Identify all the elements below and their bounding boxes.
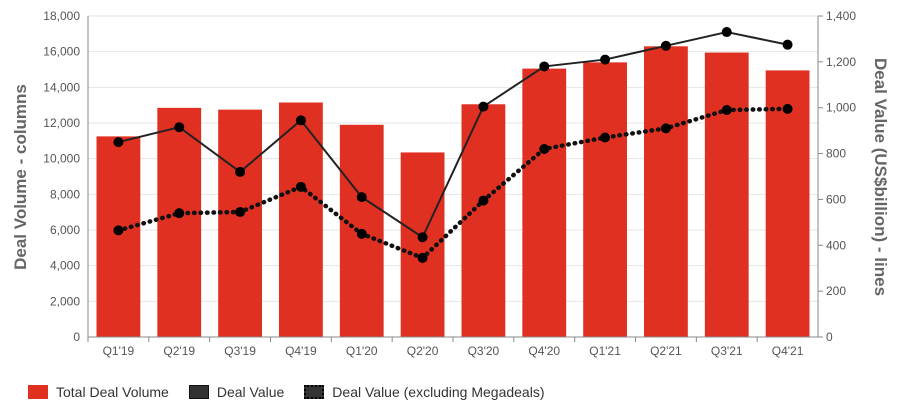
deal-value-point[interactable] xyxy=(721,27,732,38)
y2-tick-label: 1,400 xyxy=(826,9,856,23)
x-tick-label: Q2'21 xyxy=(650,344,682,358)
y2-tick-label: 800 xyxy=(826,147,846,161)
legend-swatch-line xyxy=(188,385,209,399)
y2-axis-title: Deal Value (US$billion) - lines xyxy=(871,58,890,296)
y2-tick-label: 1,200 xyxy=(826,55,856,69)
x-tick-label: Q3'21 xyxy=(711,344,743,358)
x-tick-label: Q2'19 xyxy=(163,344,195,358)
left-axis-ticks: 0 2,000 4,000 6,000 8,000 10,000 12,000 14,000 1… xyxy=(43,9,80,344)
bar[interactable] xyxy=(157,107,202,337)
deal-value-point[interactable] xyxy=(174,122,185,133)
x-tick-label: Q4'20 xyxy=(528,344,560,358)
y2-tick-label: 200 xyxy=(826,284,846,298)
y-tick-label: 10,000 xyxy=(43,152,80,166)
x-tick-label: Q3'20 xyxy=(468,344,500,358)
deal-value-ex-megadeals-point[interactable] xyxy=(174,208,185,219)
bar[interactable] xyxy=(765,70,810,338)
deal-value-ex-megadeals-point[interactable] xyxy=(417,252,428,263)
x-tick-label: Q3'19 xyxy=(224,344,256,358)
y-tick-label: 12,000 xyxy=(43,116,80,130)
deal-value-ex-megadeals-point[interactable] xyxy=(235,207,246,218)
deal-value-ex-megadeals-point[interactable] xyxy=(539,143,550,154)
x-tick-label: Q1'19 xyxy=(103,344,135,358)
deal-value-ex-megadeals-point[interactable] xyxy=(478,195,489,206)
y2-tick-label: 400 xyxy=(826,238,846,252)
bar[interactable] xyxy=(522,68,567,337)
deal-value-point[interactable] xyxy=(295,115,306,126)
deal-value-ex-megadeals-point[interactable] xyxy=(356,228,367,239)
y-tick-label: 8,000 xyxy=(50,187,80,201)
deal-value-line[interactable] xyxy=(118,31,788,239)
x-tick-label: Q2'20 xyxy=(407,344,439,358)
legend-item-volume[interactable]: Total Deal Volume xyxy=(28,384,169,400)
right-axis-ticks: 0 200 400 600 800 1,000 1,200 1,400 xyxy=(818,9,856,344)
x-tick-label: Q4'19 xyxy=(285,344,317,358)
legend-label-volume: Total Deal Volume xyxy=(56,384,169,400)
y-tick-label: 14,000 xyxy=(43,80,80,94)
y-tick-label: 16,000 xyxy=(43,45,80,59)
deal-value-point[interactable] xyxy=(539,61,550,72)
chart: 0 2,000 4,000 6,000 8,000 10,000 12,000 14,000 1… xyxy=(11,9,890,358)
y2-tick-label: 600 xyxy=(826,192,846,206)
bar[interactable] xyxy=(96,136,141,337)
deal-value-point[interactable] xyxy=(478,101,489,112)
deal-value-ex-megadeals-point[interactable] xyxy=(721,105,732,116)
deal-value-ex-megadeals-point[interactable] xyxy=(660,123,671,134)
bar-series xyxy=(96,46,810,338)
deal-value-ex-megadeals-point[interactable] xyxy=(295,181,306,192)
deal-value-point[interactable] xyxy=(782,39,793,50)
deal-value-ex-megadeals-point[interactable] xyxy=(600,132,611,143)
y-tick-label: 2,000 xyxy=(50,294,80,308)
y-axis-title: Deal Volume - columns xyxy=(11,84,30,270)
bar[interactable] xyxy=(279,102,323,337)
x-axis-ticks: Q1'19 Q2'19 Q3'19 Q4'19 Q1'20 Q2'20 Q3'20 Q4'20… xyxy=(87,337,804,358)
bar[interactable] xyxy=(218,109,262,337)
legend-item-value-ex-megadeals[interactable]: Deal Value (excluding Megadeals) xyxy=(304,384,545,400)
y-tick-label: 6,000 xyxy=(50,223,80,237)
deal-value-point[interactable] xyxy=(356,192,367,203)
line-series xyxy=(113,27,793,263)
deal-value-point[interactable] xyxy=(417,232,428,243)
deal-value-point[interactable] xyxy=(113,137,124,148)
x-tick-label: Q4'21 xyxy=(772,344,804,358)
y2-tick-label: 0 xyxy=(826,330,833,344)
legend-label-value-ex-megadeals: Deal Value (excluding Megadeals) xyxy=(332,384,545,400)
bar[interactable] xyxy=(583,62,627,337)
legend: Total Deal Volume Deal Value Deal Value … xyxy=(28,384,565,400)
x-tick-label: Q1'20 xyxy=(346,344,378,358)
bar[interactable] xyxy=(704,52,749,337)
gridlines xyxy=(88,15,818,338)
deal-value-ex-megadeals-point[interactable] xyxy=(113,225,124,236)
legend-swatch-bar xyxy=(28,385,48,399)
legend-item-value[interactable]: Deal Value xyxy=(188,384,285,400)
legend-label-value: Deal Value xyxy=(216,384,285,400)
deal-value-point[interactable] xyxy=(660,40,671,51)
y-tick-label: 0 xyxy=(73,330,80,344)
legend-swatch-dotted xyxy=(304,385,325,399)
y-tick-label: 4,000 xyxy=(50,259,80,273)
bar[interactable] xyxy=(461,104,506,338)
deal-value-ex-megadeals-line[interactable] xyxy=(116,106,790,261)
y2-tick-label: 1,000 xyxy=(826,101,856,115)
deal-value-point[interactable] xyxy=(600,54,611,65)
x-tick-label: Q1'21 xyxy=(589,344,621,358)
bar[interactable] xyxy=(644,46,688,338)
y-tick-label: 18,000 xyxy=(43,9,80,23)
deal-value-ex-megadeals-point[interactable] xyxy=(782,103,793,114)
deal-value-point[interactable] xyxy=(235,166,246,177)
